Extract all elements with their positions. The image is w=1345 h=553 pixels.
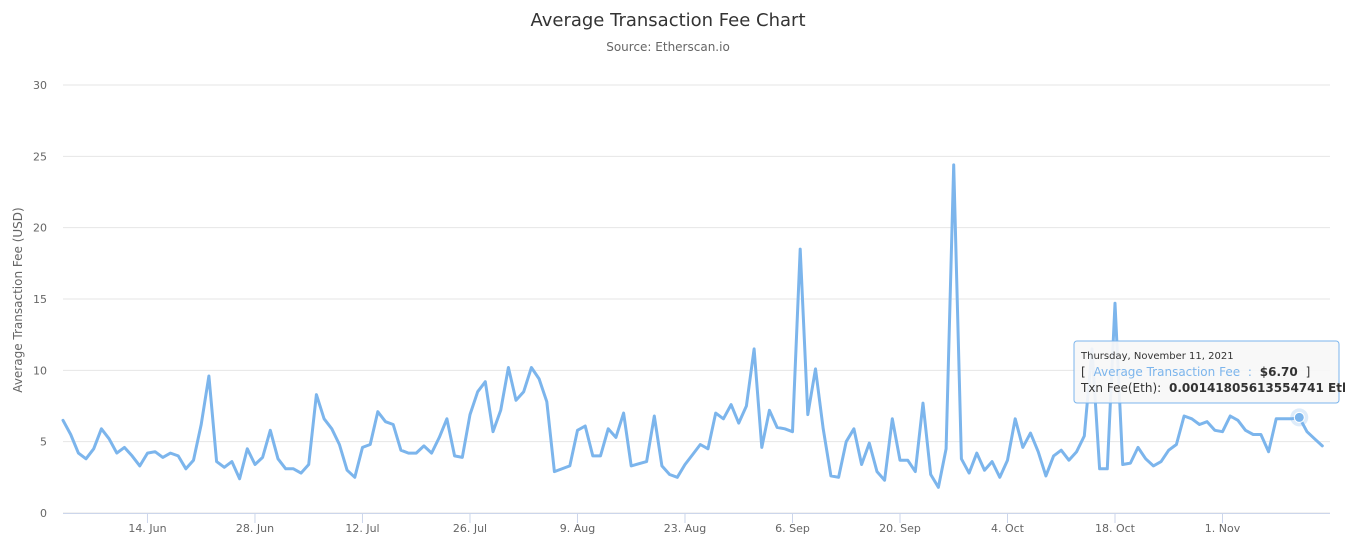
tooltip-separator: : [1248,365,1252,379]
chart-subtitle: Source: Etherscan.io [606,40,730,54]
tooltip: Thursday, November 11, 2021 [ Average Tr… [1073,340,1345,404]
hover-marker[interactable] [1293,411,1305,423]
y-tick-label: 5 [40,436,47,449]
y-axis-label: Average Transaction Fee (USD) [11,207,25,392]
tooltip-fee-line: [ Average Transaction Fee : $6.70 ] [1081,365,1310,379]
tooltip-bracket-close: ] [1306,365,1311,379]
tooltip-date: Thursday, November 11, 2021 [1080,351,1234,362]
x-tick-label: 6. Sep [775,522,810,535]
x-tick-label: 18. Oct [1095,522,1136,535]
x-tick-label: 20. Sep [879,522,921,535]
tooltip-eth-value: 0.00141805613554741 Eth [1169,381,1345,395]
x-tick-label: 26. Jul [453,522,487,535]
x-tick-label: 4. Oct [991,522,1025,535]
series-line [61,163,1324,489]
tooltip-series-name: Average Transaction Fee [1094,365,1241,379]
tooltip-eth-line: Txn Fee(Eth): 0.00141805613554741 Eth [1080,381,1345,395]
x-tick-label: 12. Jul [345,522,379,535]
x-tick-label: 9. Aug [560,522,595,535]
x-tick-label: 28. Jun [236,522,274,535]
tooltip-value: $6.70 [1260,365,1298,379]
tooltip-box [1073,340,1340,404]
y-tick-label: 0 [40,507,47,520]
chart-title: Average Transaction Fee Chart [530,10,805,31]
y-tick-label: 25 [33,150,47,163]
x-tick-label: 23. Aug [664,522,706,535]
tooltip-eth-label: Txn Fee(Eth): [1080,381,1161,395]
y-tick-label: 30 [33,79,47,92]
x-tick-label: 1. Nov [1205,522,1241,535]
y-tick-label: 15 [33,293,47,306]
y-tick-label: 20 [33,222,47,235]
series-group [61,163,1324,489]
y-ticks: 0 5 10 15 20 25 30 [33,79,47,520]
x-tick-label: 14. Jun [128,522,166,535]
y-tick-label: 10 [33,364,47,377]
x-ticks: 14. Jun 28. Jun 12. Jul 26. Jul 9. Aug 23. Au… [128,513,1241,535]
tooltip-bracket-open: [ [1081,365,1086,379]
